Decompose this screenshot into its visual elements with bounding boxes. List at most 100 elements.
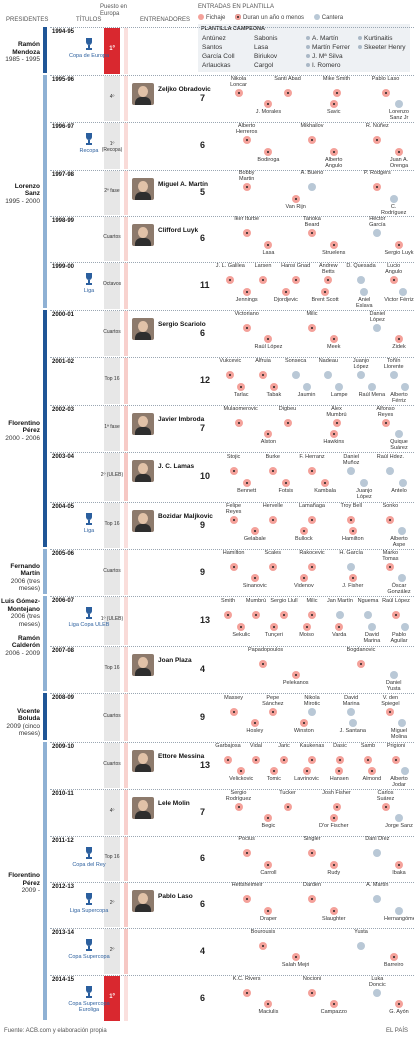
- youth-player-dot-icon: [291, 371, 300, 380]
- signing-dot-icon: [348, 574, 357, 583]
- season-strip: [124, 28, 128, 74]
- champion-player: Cargol: [254, 62, 274, 69]
- signing-dot-icon: [395, 240, 404, 249]
- legend: Fichaje Duran un año o menos Cantera: [198, 14, 351, 21]
- youth-dot-icon: [313, 14, 320, 20]
- player-name: Hosley: [246, 728, 264, 735]
- player-name: Kaukenas: [299, 742, 325, 749]
- player-name: Sergio Llull: [270, 598, 298, 604]
- season-strip: [124, 790, 128, 835]
- source-footer: Fuente: ACB.com y elaboración propia: [4, 1028, 107, 1034]
- europe-position-label: 1ª fase: [104, 423, 120, 430]
- signing-dot-icon: [386, 562, 395, 571]
- coach-photo-avatar: [132, 318, 154, 340]
- player-name: Moiso: [299, 632, 314, 638]
- signing-dot-icon: [281, 287, 290, 296]
- legend-signing: Fichaje: [206, 14, 226, 21]
- trophy-icon: [84, 132, 94, 151]
- signing-dot-icon: [308, 849, 316, 858]
- signing-dot-icon: [259, 659, 267, 668]
- player-name: Nikola Mirotic: [303, 694, 321, 707]
- player-name: Djordjevic: [273, 296, 298, 303]
- youth-player-dot-icon: [395, 906, 404, 915]
- coach-photo-avatar: [132, 750, 154, 772]
- champion-player: Biriukov: [254, 53, 278, 60]
- player-name: David Marina: [363, 632, 381, 644]
- player-name: Sergio Luyk: [384, 249, 414, 256]
- signing-dot-icon: [347, 515, 356, 524]
- champion-player: Martín Ferrer: [306, 44, 350, 51]
- coach-photo-avatar: [132, 178, 154, 200]
- youth-player-dot-icon: [373, 988, 382, 997]
- president-name: Florentino Pérez: [8, 419, 40, 435]
- signing-dot-icon: [329, 100, 338, 109]
- signing-dot-icon: [264, 430, 273, 439]
- player-name: Papadopoulos: [248, 646, 284, 653]
- president-bar: [43, 27, 47, 73]
- player-name: J. Santana: [339, 728, 366, 735]
- season-strip: [124, 929, 128, 974]
- player-name: Salah Mejri: [281, 962, 310, 969]
- youth-dot-icon: [358, 36, 362, 41]
- europe-position-label: 4º: [109, 807, 115, 814]
- europe-position-bar: [104, 217, 120, 261]
- signing-dot-icon: [252, 611, 260, 619]
- player-name: Marko Tomas: [382, 549, 399, 562]
- trophy-icon: [84, 606, 94, 625]
- champion-player: J. Mª Silva: [306, 53, 343, 60]
- season-strip: [124, 171, 128, 215]
- season-label: 1997-98: [52, 172, 75, 178]
- signing-dot-icon: [242, 136, 251, 145]
- president-name: Fernando Martín: [10, 562, 40, 578]
- youth-player-dot-icon: [399, 287, 408, 296]
- signings-count: 4: [200, 945, 206, 956]
- season-strip: [124, 406, 128, 451]
- youth-player-dot-icon: [397, 719, 406, 728]
- signing-dot-icon: [395, 147, 404, 156]
- coach-name: Miguel A. Martín: [158, 181, 208, 188]
- player-name: Sonko: [382, 502, 399, 509]
- signing-dot-icon: [302, 623, 311, 631]
- trophy-icon: [84, 985, 94, 1004]
- player-name: Winston: [293, 728, 314, 735]
- player-name: Daniel López: [369, 310, 386, 323]
- player-name: Alfonso Reyes: [376, 405, 395, 418]
- player-name: Hervelle: [262, 502, 283, 509]
- short-stay-dot-icon: [235, 14, 242, 20]
- signing-dot-icon: [373, 183, 382, 192]
- signing-dot-icon: [259, 276, 267, 285]
- europe-position-label: Cuartos: [103, 567, 121, 574]
- champion-player: Antúnez: [202, 35, 226, 42]
- header-coaches: ENTRENADORES: [140, 17, 191, 23]
- signing-dot-icon: [321, 287, 330, 296]
- signings-count: 5: [200, 187, 206, 197]
- season-strip: [124, 263, 128, 309]
- president-name: Vicente Boluda: [16, 707, 40, 723]
- europe-position-bar: [104, 694, 120, 741]
- player-name: Pepe Sánchez: [262, 694, 284, 707]
- player-name: Lampe: [330, 391, 348, 398]
- signing-dot-icon: [242, 895, 251, 904]
- signing-dot-icon: [395, 1000, 404, 1009]
- youth-player-dot-icon: [360, 479, 369, 487]
- player-name: Bennett: [237, 488, 257, 494]
- signing-dot-icon: [268, 467, 277, 475]
- player-name: Óscar González: [387, 583, 411, 596]
- season-label: 2012-13: [52, 884, 75, 890]
- player-name: Mike Smith: [322, 75, 351, 82]
- youth-player-dot-icon: [397, 527, 406, 536]
- season-strip: [124, 358, 128, 404]
- player-name: V. den Spiegel: [381, 694, 400, 707]
- season-title: Liga Copa ULEB: [68, 622, 110, 628]
- signing-dot-icon: [229, 467, 238, 475]
- europe-position-bar: [104, 28, 120, 74]
- trophy-icon: [84, 272, 94, 291]
- signing-dot-icon: [264, 240, 273, 249]
- president-label: Vicente Boluda 2009 (cinco meses): [0, 708, 40, 738]
- player-name: Sonseca: [284, 358, 307, 365]
- player-name: Felipe Reyes: [225, 502, 242, 515]
- player-name: Nikola Loncar: [230, 75, 247, 88]
- president-years: 2006 - 2009: [5, 649, 40, 657]
- signing-dot-icon: [392, 755, 400, 764]
- europe-position-label: 1º: [109, 993, 115, 1000]
